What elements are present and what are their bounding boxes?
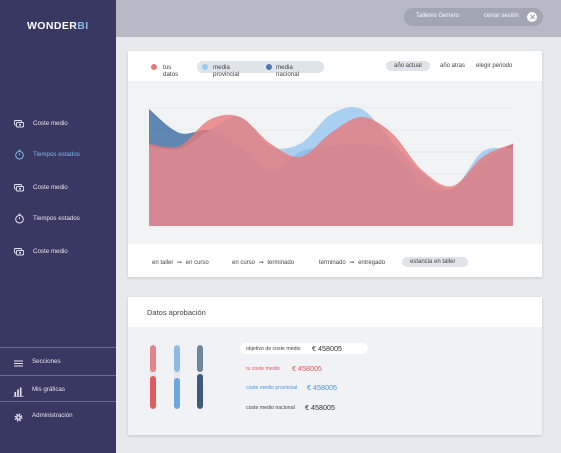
arrow-icon: ➞ [177,260,183,266]
stat-value-objetivo: € 458005 [312,344,342,353]
sidebar-item-label: Coste medio [33,119,68,127]
logo-accent: BI [77,20,89,32]
sidebar-item-label: Coste medio [33,247,68,255]
approval-bar-fill [150,376,156,409]
legend-dot [266,64,272,70]
legend-dot [151,64,157,70]
filter-ano-actual[interactable]: año actual [386,61,430,71]
sidebar-item-administracion[interactable]: Administración [0,403,116,427]
user-name: Talleres Gerrero [416,13,460,19]
sidebar-item-tiempos-estados[interactable]: Tiempos estados [0,143,116,165]
legend-highlight [197,61,324,73]
phase-en-taller-en-curso[interactable]: en taller ➞ en curso [152,259,209,266]
stat-value-provincial: € 458005 [307,383,337,392]
approval-bar-provincial [174,345,180,409]
phase-from: terminado [319,260,346,266]
sidebar-item-label: Secciones [32,358,61,365]
approval-bar-nacional [197,345,203,409]
approval-title: Datos aprobación [147,308,206,317]
sidebar-item-label: Coste medio [33,183,68,191]
stat-value-nacional: € 458005 [305,403,335,412]
sidebar-item-secciones[interactable]: Secciones [0,349,116,373]
sidebar-divider [0,375,116,376]
sidebar-item-label: Mis gráficas [32,386,66,393]
approval-bar-cap [150,345,156,372]
approval-card: Datos aprobación [128,297,542,435]
stat-label-nacional: coste medio nacional [246,405,295,411]
money-icon [14,182,25,193]
sidebar-item-coste-medio[interactable]: Coste medio [0,176,116,198]
filter-ano-atras[interactable]: año atras [440,63,466,69]
list-icon [13,356,24,367]
phase-from: en curso [232,260,256,266]
stat-label-provincial: coste medio provincial [246,385,298,391]
area-chart-svg [149,107,513,226]
area-chart [128,81,542,244]
money-icon [14,246,25,257]
legend-dot [202,64,208,70]
phase-to: terminado [267,260,295,266]
arrow-icon: ➞ [349,260,355,266]
approval-card-header: Datos aprobación [128,297,542,327]
stopwatch-icon [14,213,25,224]
legend-label: media nacional [276,63,300,78]
sidebar-divider [0,401,116,402]
approval-bar-cap [174,345,180,372]
bar-chart-icon [13,384,24,397]
approval-bar-fill [174,378,180,409]
logout-link[interactable]: cerrar sesión [484,13,519,19]
close-icon[interactable] [527,12,537,22]
area-series-tus-datos [149,114,513,226]
logo-main: WONDER [27,20,78,32]
phase-to: en curso [185,260,209,266]
gear-icon [13,410,24,422]
sidebar-item-label: Administración [32,412,73,419]
filter-elegir-periodo[interactable]: elegir periodo [476,63,513,69]
stat-label-tu-coste: tu coste medio [246,366,280,372]
sidebar-item-coste-medio[interactable]: Coste medio [0,240,116,262]
stat-value-tu-coste: € 458005 [292,364,322,373]
sidebar-divider [0,347,116,348]
sidebar-item-tiempos-estados[interactable]: Tiempos estados [0,207,116,229]
approval-bar-cap [197,345,203,372]
approval-bar-tus-datos [150,345,156,409]
stopwatch-icon [14,149,25,160]
phase-estancia-en-taller[interactable]: estancia en taller [402,257,468,267]
target-cost-pill [240,343,368,354]
legend-label: tus datos [163,63,179,78]
user-menu: Talleres Gerrero cerrar sesión [404,8,543,26]
app-logo[interactable]: WONDERBI [27,20,89,32]
sidebar-item-coste-medio[interactable]: Coste medio [0,112,116,134]
stat-label-objetivo: objetivo de coste medio [246,346,301,352]
arrow-icon: ➞ [258,260,264,266]
sidebar-item-label: Tiempos estados [33,150,80,158]
approval-bar-fill [197,374,203,409]
phase-to: entregado [358,260,386,266]
phase-en-curso-terminado[interactable]: en curso ➞ terminado [232,259,294,266]
sidebar-item-label: Tiempos estados [33,214,80,222]
sidebar-item-mis-graficas[interactable]: Mis gráficas [0,377,116,401]
phase-terminado-entregado[interactable]: terminado ➞ entregado [319,259,385,266]
phase-from: en taller [152,260,174,266]
legend-label: media provincial [213,63,240,78]
sidebar: WONDERBI Coste medio Tiempos estados Cos… [0,0,116,453]
money-icon [14,118,25,129]
